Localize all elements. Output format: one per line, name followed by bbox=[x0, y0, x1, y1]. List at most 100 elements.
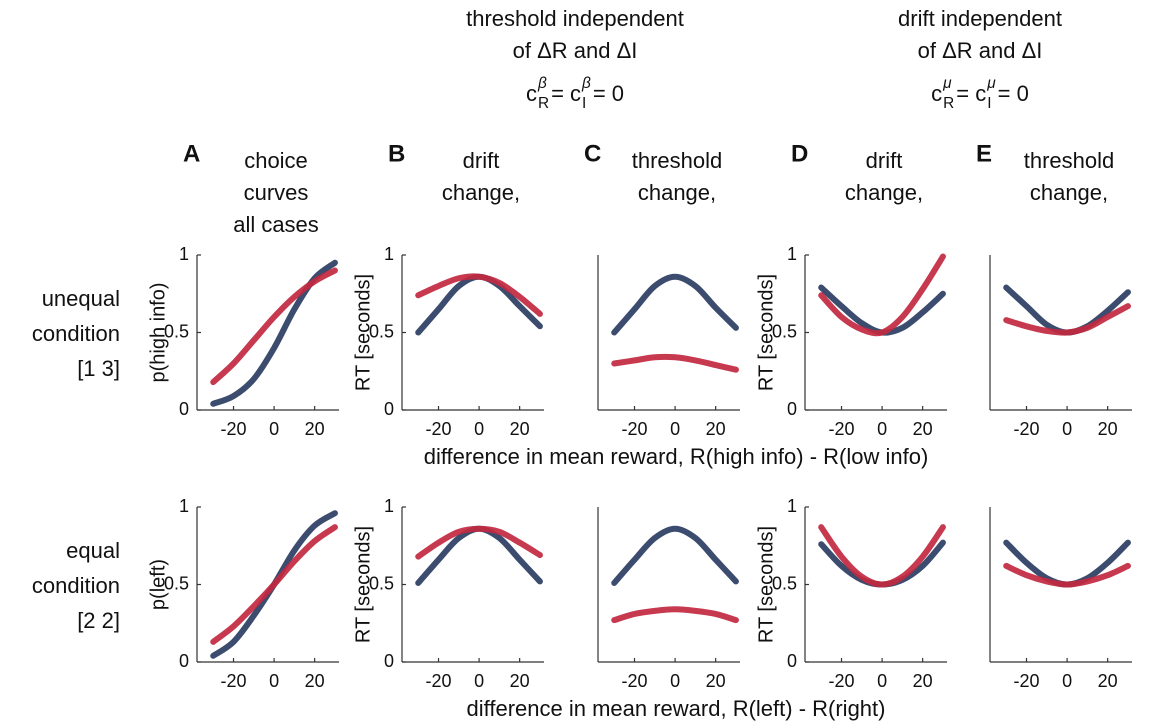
x-tick-label: 20 bbox=[913, 671, 933, 691]
x-axis-label: difference in mean reward, R(left) - R(r… bbox=[467, 696, 886, 721]
x-tick-label: 0 bbox=[670, 419, 680, 439]
panel-title: change, bbox=[845, 180, 923, 205]
x-tick-label: 0 bbox=[1062, 419, 1072, 439]
y-axis-label: RT [seconds] bbox=[755, 274, 777, 391]
y-tick-label: 0 bbox=[787, 399, 797, 419]
row-label: unequal bbox=[42, 286, 120, 311]
x-tick-label: -20 bbox=[1014, 671, 1040, 691]
y-tick-label: 0 bbox=[179, 651, 189, 671]
x-tick-label: 20 bbox=[706, 671, 726, 691]
formula-sup: μ bbox=[942, 75, 952, 92]
panel-title: change, bbox=[1030, 180, 1108, 205]
panel-title: threshold bbox=[632, 148, 723, 173]
x-tick-label: 0 bbox=[269, 671, 279, 691]
formula-base: = c bbox=[956, 81, 986, 106]
panel-letter: B bbox=[388, 140, 405, 167]
x-tick-label: 0 bbox=[269, 419, 279, 439]
y-tick-label: 0.5 bbox=[164, 321, 189, 341]
curve bbox=[611, 273, 739, 336]
y-tick-label: 0.5 bbox=[772, 321, 797, 341]
x-tick-label: 0 bbox=[1062, 671, 1072, 691]
x-tick-label: -20 bbox=[622, 671, 648, 691]
x-tick-label: -20 bbox=[426, 419, 452, 439]
x-tick-label: 20 bbox=[510, 671, 530, 691]
x-tick-label: 20 bbox=[913, 419, 933, 439]
x-tick-label: 0 bbox=[474, 671, 484, 691]
x-tick-label: 20 bbox=[305, 419, 325, 439]
curve bbox=[210, 259, 338, 407]
curve bbox=[1003, 562, 1131, 588]
curve bbox=[818, 284, 946, 336]
curve bbox=[1003, 539, 1131, 588]
column-header: threshold independent bbox=[466, 6, 684, 31]
y-tick-label: 1 bbox=[384, 496, 394, 516]
curve bbox=[210, 524, 338, 645]
y-tick-label: 0 bbox=[787, 651, 797, 671]
x-tick-label: -20 bbox=[829, 419, 855, 439]
formula-sup: μ bbox=[986, 75, 996, 92]
y-axis-label: RT [seconds] bbox=[352, 274, 374, 391]
x-tick-label: 0 bbox=[877, 419, 887, 439]
curve bbox=[415, 273, 543, 317]
formula-sub: I bbox=[987, 95, 991, 112]
x-tick-label: 20 bbox=[706, 419, 726, 439]
x-tick-label: -20 bbox=[829, 671, 855, 691]
y-tick-label: 0.5 bbox=[772, 573, 797, 593]
panel-title: drift bbox=[866, 148, 903, 173]
x-tick-label: 0 bbox=[670, 671, 680, 691]
curve bbox=[415, 525, 543, 560]
x-tick-label: -20 bbox=[622, 419, 648, 439]
y-tick-label: 1 bbox=[787, 496, 797, 516]
y-tick-label: 0 bbox=[384, 651, 394, 671]
formula-sup: β bbox=[537, 75, 547, 92]
curve bbox=[1003, 303, 1131, 336]
column-header: of ΔR and ΔI bbox=[918, 38, 1043, 63]
formula-sub: R bbox=[943, 95, 954, 112]
y-tick-label: 1 bbox=[384, 244, 394, 264]
y-tick-label: 1 bbox=[179, 496, 189, 516]
formula-sub: R bbox=[538, 95, 549, 112]
x-tick-label: 20 bbox=[305, 671, 325, 691]
x-axis-label: difference in mean reward, R(high info) … bbox=[424, 444, 929, 469]
y-tick-label: 0.5 bbox=[369, 573, 394, 593]
formula-base: = 0 bbox=[593, 81, 624, 106]
x-tick-label: -20 bbox=[426, 671, 452, 691]
curve bbox=[415, 525, 543, 586]
panel-title: drift bbox=[463, 148, 500, 173]
x-tick-label: 20 bbox=[1098, 671, 1118, 691]
curve bbox=[611, 353, 739, 373]
formula-base: c bbox=[931, 81, 942, 106]
y-tick-label: 0 bbox=[179, 399, 189, 419]
row-label: equal bbox=[66, 538, 120, 563]
x-tick-label: -20 bbox=[1014, 419, 1040, 439]
x-tick-label: -20 bbox=[221, 671, 247, 691]
y-tick-label: 0.5 bbox=[164, 573, 189, 593]
y-tick-label: 1 bbox=[179, 244, 189, 264]
formula: c μR = c μI = 0 bbox=[931, 75, 1029, 112]
panel-title: change, bbox=[638, 180, 716, 205]
formula-sub: I bbox=[582, 95, 586, 112]
x-tick-label: -20 bbox=[221, 419, 247, 439]
x-tick-label: 20 bbox=[510, 419, 530, 439]
panel-letter: C bbox=[584, 140, 601, 167]
x-tick-label: 20 bbox=[1098, 419, 1118, 439]
panel-title: change, bbox=[442, 180, 520, 205]
curve bbox=[818, 524, 946, 588]
y-axis-label: p(left) bbox=[147, 559, 169, 610]
formula: c βR = c βI = 0 bbox=[526, 75, 624, 112]
y-tick-label: 0.5 bbox=[369, 321, 394, 341]
formula-base: = c bbox=[551, 81, 581, 106]
curve bbox=[611, 606, 739, 624]
y-tick-label: 1 bbox=[787, 244, 797, 264]
formula-sup: β bbox=[581, 75, 591, 92]
row-label: condition bbox=[32, 321, 120, 346]
curve bbox=[818, 539, 946, 588]
formula-base: c bbox=[526, 81, 537, 106]
row-label: [2 2] bbox=[77, 608, 120, 633]
row-label: [1 3] bbox=[77, 356, 120, 381]
y-axis-label: p(high info) bbox=[147, 282, 169, 382]
panel-title: curves bbox=[244, 180, 309, 205]
y-axis-label: RT [seconds] bbox=[352, 526, 374, 643]
column-header: drift independent bbox=[898, 6, 1062, 31]
